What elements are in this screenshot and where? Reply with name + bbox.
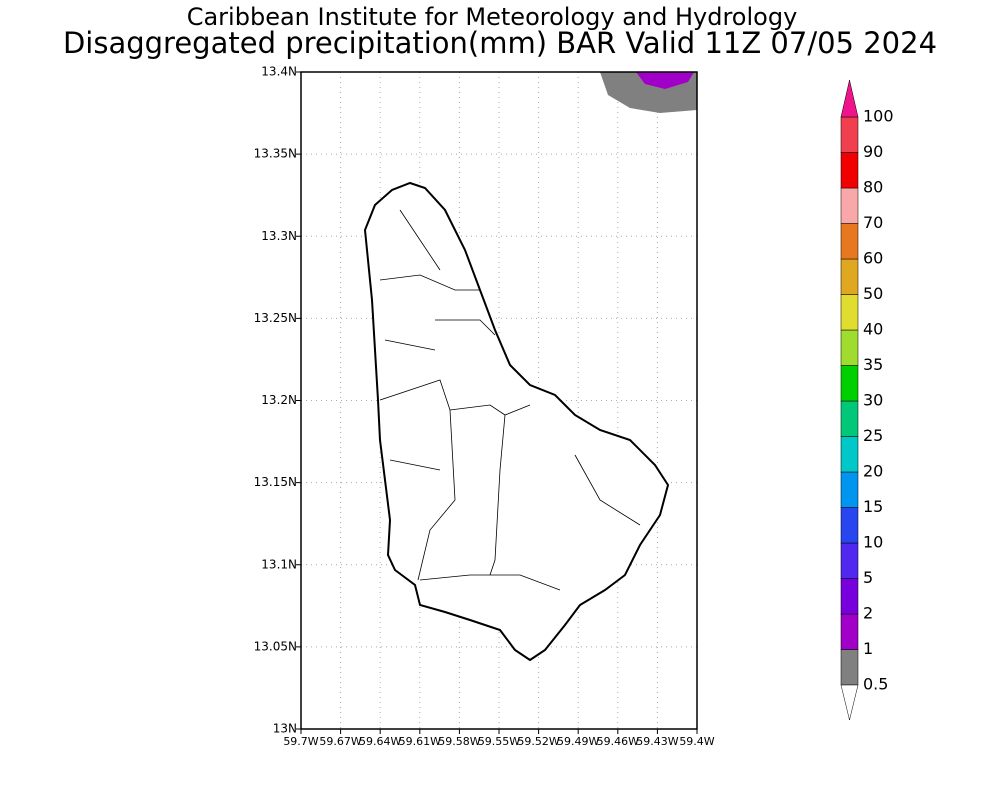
x-tick-label: 59.67W [319,735,361,748]
color-box [840,649,859,686]
color-box [840,294,859,331]
y-tick-label: 13.2N [261,393,297,407]
x-tick-label: 59.52W [517,735,559,748]
color-box [840,152,859,189]
title: Caribbean Institute for Meteorology and … [187,3,798,31]
colorbar-label: 90 [863,142,883,161]
color-box [840,187,859,224]
color-box [840,400,859,437]
colorbar-label: 100 [863,107,894,126]
y-tick-label: 13.3N [261,229,297,243]
colorbar-label: 70 [863,213,883,232]
color-box [840,613,859,650]
color-box [840,471,859,508]
y-tick-label: 13.05N [254,639,297,653]
color-box [840,116,859,153]
x-tick-label: 59.7W [283,735,318,748]
color-box [840,542,859,579]
island-outline [363,181,670,662]
colorbar-label: 10 [863,533,883,552]
x-tick-label: 59.58W [438,735,480,748]
x-tick-label: 59.49W [557,735,599,748]
subtitle: Disaggregated precipitation(mm) BAR Vali… [63,26,937,60]
colorbar-label: 1 [863,639,873,658]
colorbar-label: 20 [863,462,883,481]
x-tick-label: 59.46W [597,735,639,748]
x-tick-label: 59.64W [359,735,401,748]
rain-area [636,72,694,89]
y-tick-label: 13.25N [254,311,297,325]
color-box [840,507,859,544]
color-box [840,578,859,615]
colorbar-label: 60 [863,249,883,268]
x-tick-label: 59.61W [399,735,441,748]
color-box [840,365,859,402]
colorbar-label: 15 [863,497,883,516]
y-tick-label: 13.4N [261,65,297,79]
colorbar-label: 5 [863,568,873,587]
colorbar-label: 50 [863,284,883,303]
over-triangle [840,79,859,118]
parish-boundaries [379,209,641,591]
colorbar-label: 30 [863,391,883,410]
colorbar-label: 35 [863,355,883,374]
colorbar-label: 0.5 [863,675,888,694]
x-tick-label: 59.55W [478,735,520,748]
colorbar-label: 40 [863,320,883,339]
under-triangle [840,684,859,721]
color-box [840,329,859,366]
y-tick-label: 13N [273,722,297,736]
color-box [840,223,859,260]
colorbar-label: 25 [863,426,883,445]
y-tick-label: 13.35N [254,147,297,161]
y-tick-label: 13.15N [254,475,297,489]
y-tick-label: 13.1N [261,557,297,571]
x-tick-label: 59.43W [636,735,678,748]
color-box [840,436,859,473]
color-box [840,258,859,295]
x-tick-label: 59.4W [679,735,714,748]
colorbar-label: 2 [863,604,873,623]
colorbar-label: 80 [863,178,883,197]
